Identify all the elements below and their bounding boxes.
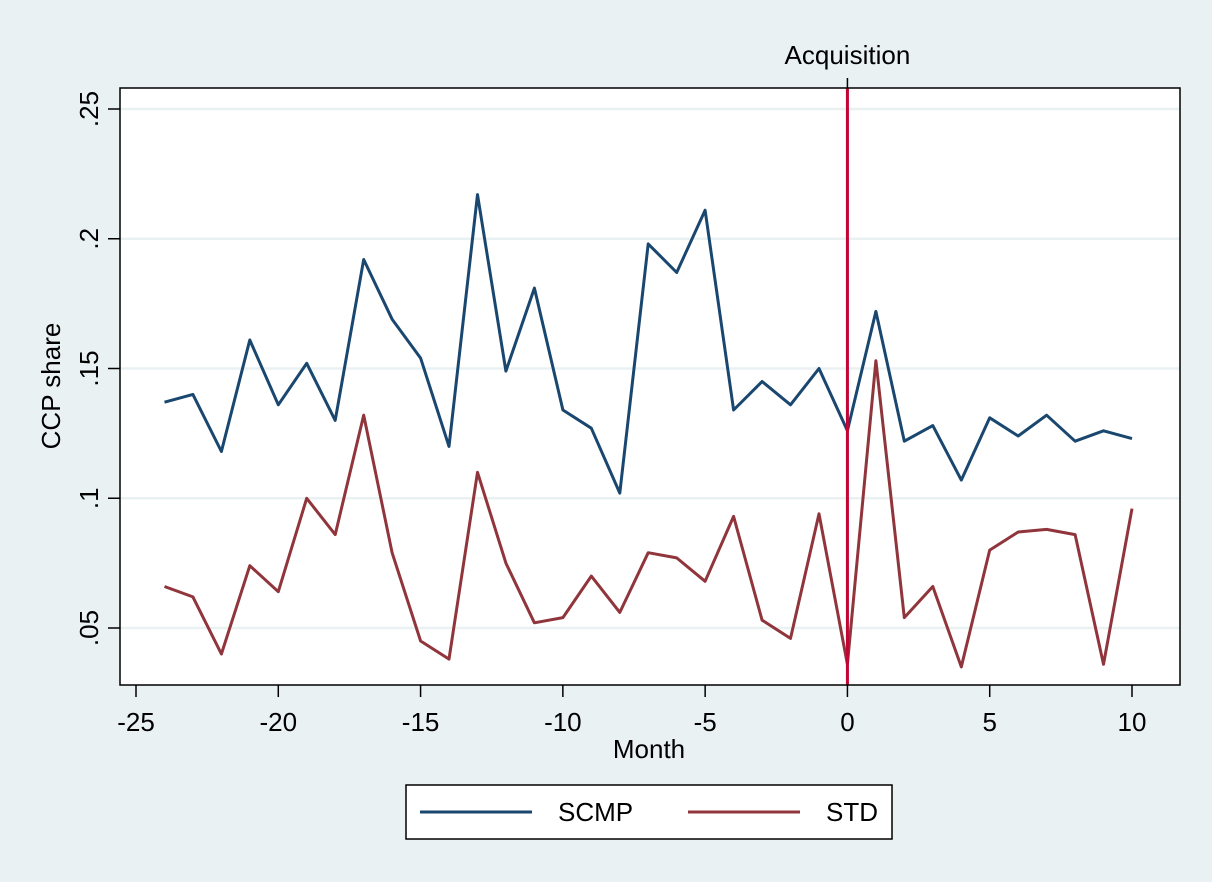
plot-area xyxy=(120,88,1180,685)
legend-label-scmp: SCMP xyxy=(558,797,633,827)
legend-label-std: STD xyxy=(826,797,878,827)
series-line-scmp xyxy=(164,193,1133,495)
x-tick-label: 10 xyxy=(1118,707,1147,737)
series-line-std xyxy=(163,359,1134,669)
y-axis-title: CCP share xyxy=(36,323,66,450)
y-tick-label: .15 xyxy=(74,350,104,386)
x-tick-label: 0 xyxy=(840,707,854,737)
acquisition-label: Acquisition xyxy=(785,40,911,70)
y-tick-label: .2 xyxy=(74,228,104,250)
y-tick-label: .25 xyxy=(74,91,104,127)
legend: SCMP STD xyxy=(405,784,893,840)
annotation-group: Acquisition xyxy=(785,40,911,685)
x-axis-title: Month xyxy=(613,734,685,764)
x-tick-label: 5 xyxy=(982,707,996,737)
y-tick-label: .1 xyxy=(74,487,104,509)
x-tick-label: -15 xyxy=(402,707,440,737)
gridlines xyxy=(120,107,1180,630)
x-tick-label: -20 xyxy=(259,707,297,737)
x-tick-label: -5 xyxy=(694,707,717,737)
x-tick-label: -25 xyxy=(117,707,155,737)
axes: -25 -20 -15 -10 -5 0 5 10 .05 .1 .15 .2 .25 xyxy=(74,87,1181,737)
legend-box xyxy=(405,784,893,840)
plot-frame xyxy=(119,87,1181,686)
series-group xyxy=(163,193,1134,669)
y-tick-label: .05 xyxy=(74,610,104,646)
x-tick-label: -10 xyxy=(544,707,582,737)
